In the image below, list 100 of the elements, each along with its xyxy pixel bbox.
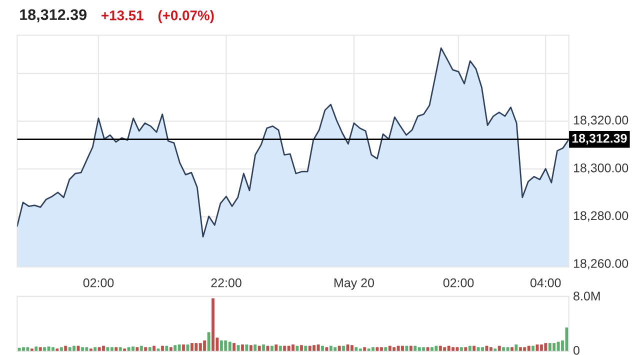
bar xyxy=(518,347,522,352)
bar xyxy=(523,347,526,352)
bar xyxy=(443,347,446,352)
bar xyxy=(304,346,308,352)
bar xyxy=(43,347,46,352)
bar xyxy=(56,348,59,352)
bar xyxy=(98,347,101,352)
y-tick-label: 18,320.00 xyxy=(574,116,628,126)
y-tick-label: 0 xyxy=(573,346,580,355)
bar xyxy=(552,343,556,352)
bar xyxy=(18,348,21,352)
bar xyxy=(182,344,186,352)
bar xyxy=(60,347,63,352)
bar xyxy=(476,347,480,352)
bar xyxy=(510,347,514,352)
y-tick-label: 8.0M xyxy=(574,292,600,300)
bar xyxy=(384,347,388,352)
bar xyxy=(144,347,148,352)
bar xyxy=(312,345,316,352)
bar xyxy=(258,346,261,352)
bar xyxy=(342,346,346,352)
bar xyxy=(396,346,400,352)
bar xyxy=(76,346,80,352)
bar xyxy=(472,346,476,352)
text: (+0.07%) xyxy=(158,10,214,24)
bar xyxy=(334,347,337,352)
bar xyxy=(270,346,274,352)
bar xyxy=(136,347,139,352)
bar xyxy=(266,346,270,352)
bar xyxy=(34,346,38,352)
bar xyxy=(447,346,450,352)
x-tick-label: 22:00 xyxy=(211,278,242,288)
bar xyxy=(329,346,332,352)
bar xyxy=(418,347,421,352)
bar xyxy=(152,346,156,352)
bar xyxy=(321,346,324,352)
bar xyxy=(502,347,506,352)
bar xyxy=(388,346,392,352)
bar xyxy=(287,346,290,352)
bar xyxy=(506,347,510,352)
bar xyxy=(169,347,172,352)
bar xyxy=(354,347,358,352)
bar xyxy=(376,347,379,352)
bar xyxy=(316,344,320,352)
bar xyxy=(296,346,299,352)
bar xyxy=(26,347,30,352)
text: +13.51 xyxy=(102,10,144,20)
bar xyxy=(194,343,198,352)
bar xyxy=(236,345,240,352)
bar xyxy=(64,346,68,352)
bar xyxy=(228,342,232,352)
bar xyxy=(156,348,160,352)
bar xyxy=(232,343,236,352)
bar xyxy=(178,344,181,352)
bar xyxy=(220,340,223,352)
bar xyxy=(85,347,88,352)
bar xyxy=(262,344,266,352)
bar xyxy=(338,346,341,352)
bar xyxy=(245,344,248,352)
bar xyxy=(405,346,408,352)
bar xyxy=(174,345,177,352)
ref-line-label: 18,312.39 xyxy=(572,134,627,145)
bar xyxy=(392,347,396,352)
bar xyxy=(565,327,568,352)
bar xyxy=(274,344,278,352)
bar xyxy=(456,347,459,352)
bar xyxy=(380,347,383,352)
bar xyxy=(249,345,252,352)
bar xyxy=(254,344,257,352)
bar xyxy=(278,346,282,352)
bar xyxy=(468,346,472,352)
bar xyxy=(47,346,50,352)
bar xyxy=(308,346,312,352)
bar xyxy=(140,346,143,352)
bar xyxy=(489,347,492,352)
bar xyxy=(325,347,328,352)
bar xyxy=(363,347,366,352)
x-tick-label: 02:00 xyxy=(83,278,114,288)
bar xyxy=(165,346,168,352)
bar xyxy=(434,346,438,352)
bar xyxy=(186,344,190,352)
bar xyxy=(148,347,152,352)
bar xyxy=(106,347,110,352)
bar xyxy=(94,347,97,352)
bar xyxy=(346,344,350,352)
bar xyxy=(38,347,42,352)
bar xyxy=(514,344,518,352)
bar xyxy=(241,344,244,352)
bar xyxy=(498,346,501,352)
bar xyxy=(532,346,535,352)
bar xyxy=(68,347,72,352)
bar xyxy=(114,347,118,352)
y-tick-label: 18,280.00 xyxy=(574,211,628,222)
bar xyxy=(203,340,206,352)
bar xyxy=(224,340,228,352)
bar xyxy=(536,344,539,352)
bar xyxy=(367,348,370,352)
bar xyxy=(460,347,463,352)
bar xyxy=(464,347,468,352)
bar xyxy=(556,342,560,352)
